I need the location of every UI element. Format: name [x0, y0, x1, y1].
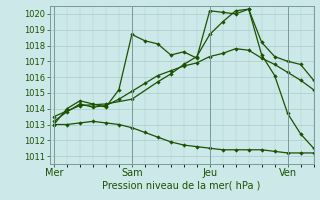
X-axis label: Pression niveau de la mer( hPa ): Pression niveau de la mer( hPa ) — [102, 181, 261, 191]
